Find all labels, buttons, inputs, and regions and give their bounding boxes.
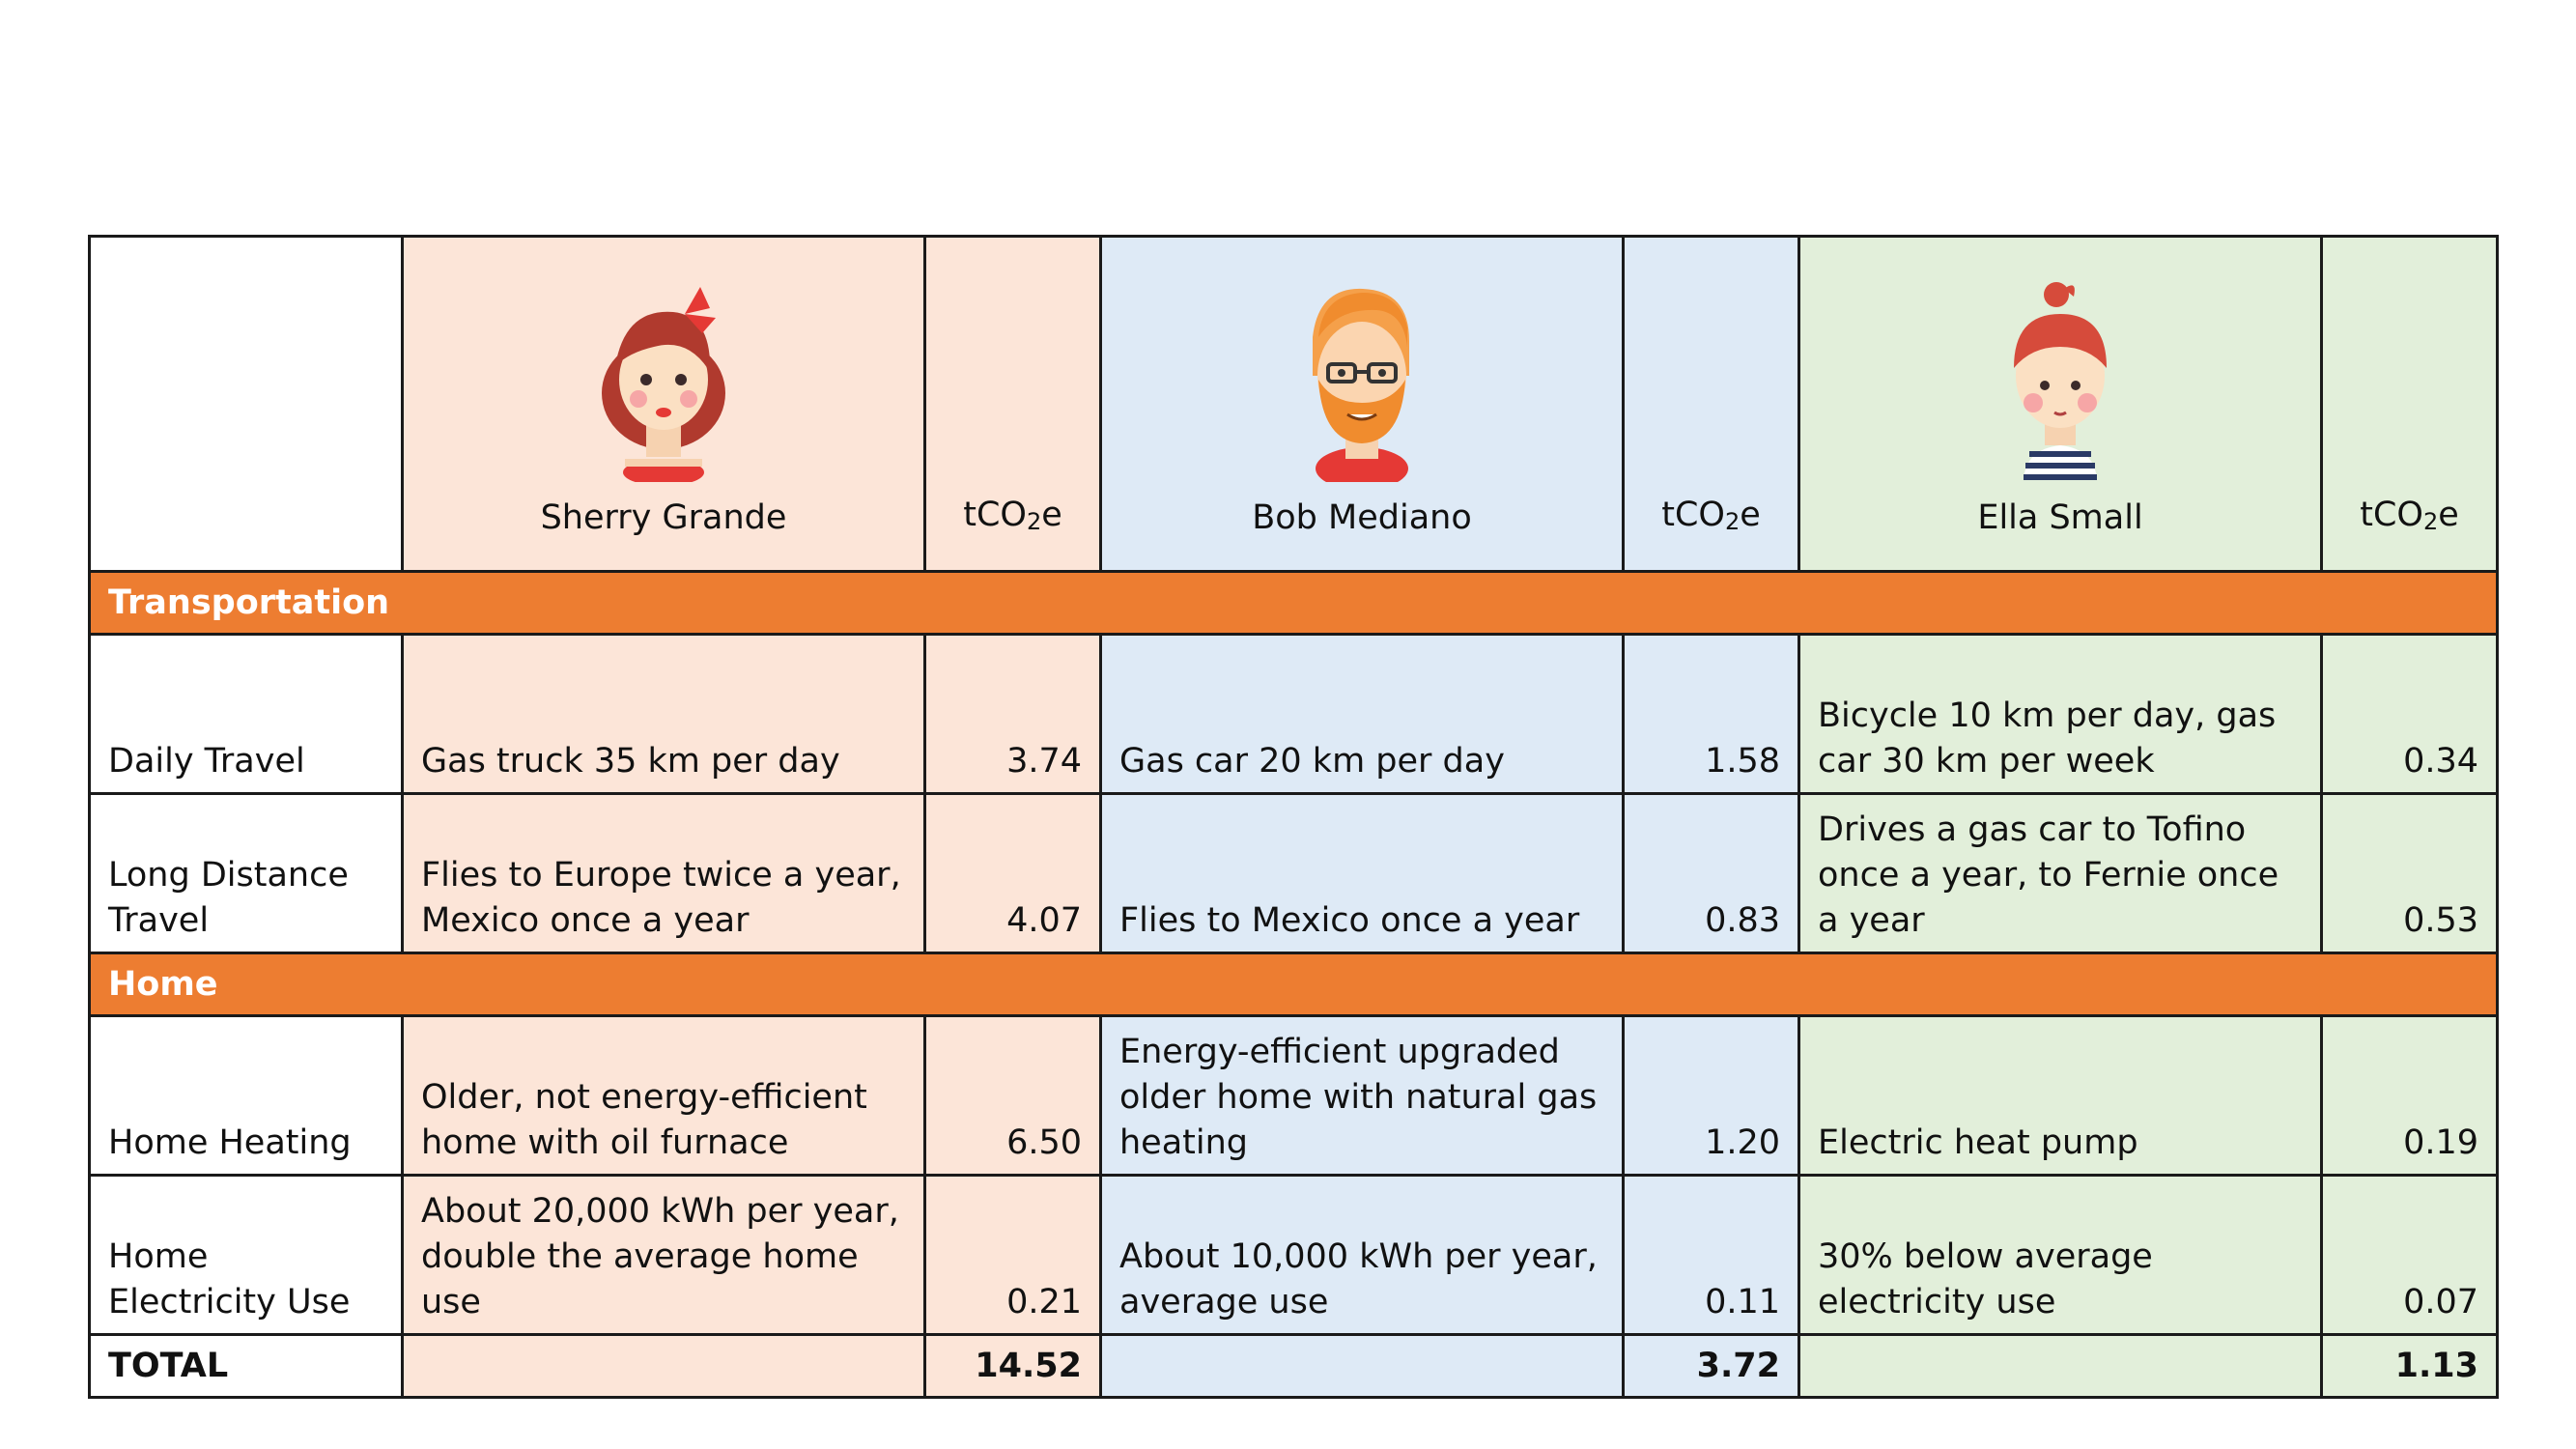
total-value-bob: 3.72	[1622, 1333, 1800, 1399]
person-name-bob: Bob Mediano	[1252, 498, 1472, 537]
header-row: Sherry Grande tCO2e Bob Mediano	[88, 235, 2499, 573]
value-cell: 0.83	[1622, 792, 1800, 954]
section-row-transportation: Transportation	[88, 570, 2499, 636]
description-cell: Flies to Mexico once a year	[1099, 792, 1625, 954]
row-label: Home Electricity Use	[88, 1174, 404, 1336]
person-header-bob: Bob Mediano	[1099, 235, 1625, 573]
total-blank-cell	[1099, 1333, 1625, 1399]
value-cell: 0.21	[923, 1174, 1102, 1336]
person-header-sherry: Sherry Grande	[401, 235, 926, 573]
bearded-man-glasses-avatar-icon	[1313, 288, 1409, 482]
section-row-home: Home	[88, 952, 2499, 1017]
description-cell: About 10,000 kWh per year, average use	[1099, 1174, 1625, 1336]
row-label: Daily Travel	[88, 633, 404, 795]
description-cell: 30% below average electricity use	[1798, 1174, 2323, 1336]
description-cell: Gas car 20 km per day	[1099, 633, 1625, 795]
value-cell: 1.20	[1622, 1014, 1800, 1177]
total-blank-cell	[401, 1333, 926, 1399]
total-value-sherry: 14.52	[923, 1333, 1102, 1399]
value-cell: 0.19	[2320, 1014, 2499, 1177]
table-row-daily-travel: Daily Travel Gas truck 35 km per day 3.7…	[88, 633, 2499, 795]
value-cell: 1.58	[1622, 633, 1800, 795]
description-cell: Bicycle 10 km per day, gas car 30 km per…	[1798, 633, 2323, 795]
value-cell: 0.07	[2320, 1174, 2499, 1336]
total-label: TOTAL	[88, 1333, 404, 1399]
value-cell: 0.53	[2320, 792, 2499, 954]
description-cell: Flies to Europe twice a year, Mexico onc…	[401, 792, 926, 954]
total-blank-cell	[1798, 1333, 2323, 1399]
unit-header-ella: tCO2e	[2320, 235, 2499, 573]
description-cell: About 20,000 kWh per year, double the av…	[401, 1174, 926, 1336]
total-value-ella: 1.13	[2320, 1333, 2499, 1399]
section-title-transportation: Transportation	[88, 570, 2499, 636]
total-row: TOTAL 14.52 3.72 1.13	[88, 1333, 2499, 1399]
value-cell: 6.50	[923, 1014, 1102, 1177]
table-row-home-heating: Home Heating Older, not energy-efficient…	[88, 1014, 2499, 1177]
person-name-sherry: Sherry Grande	[540, 498, 787, 537]
row-label: Home Heating	[88, 1014, 404, 1177]
description-cell: Gas truck 35 km per day	[401, 633, 926, 795]
girl-topknot-striped-shirt-avatar-icon	[2014, 282, 2107, 480]
description-cell: Energy-efficient upgraded older home wit…	[1099, 1014, 1625, 1177]
value-cell: 0.34	[2320, 633, 2499, 795]
person-name-ella: Ella Small	[1977, 498, 2143, 537]
unit-header-sherry: tCO2e	[923, 235, 1102, 573]
description-cell: Drives a gas car to Tofino once a year, …	[1798, 792, 2323, 954]
woman-red-bow-avatar-icon	[602, 287, 725, 482]
section-title-home: Home	[88, 952, 2499, 1017]
unit-header-bob: tCO2e	[1622, 235, 1800, 573]
header-blank-cell	[88, 235, 404, 573]
value-cell: 0.11	[1622, 1174, 1800, 1336]
value-cell: 4.07	[923, 792, 1102, 954]
table-row-long-distance: Long Distance Travel Flies to Europe twi…	[88, 792, 2499, 954]
carbon-footprint-table: Sherry Grande tCO2e Bob Mediano	[88, 235, 2499, 1399]
description-cell: Older, not energy-efficient home with oi…	[401, 1014, 926, 1177]
table-row-home-electricity: Home Electricity Use About 20,000 kWh pe…	[88, 1174, 2499, 1336]
value-cell: 3.74	[923, 633, 1102, 795]
description-cell: Electric heat pump	[1798, 1014, 2323, 1177]
row-label: Long Distance Travel	[88, 792, 404, 954]
person-header-ella: Ella Small	[1798, 235, 2323, 573]
